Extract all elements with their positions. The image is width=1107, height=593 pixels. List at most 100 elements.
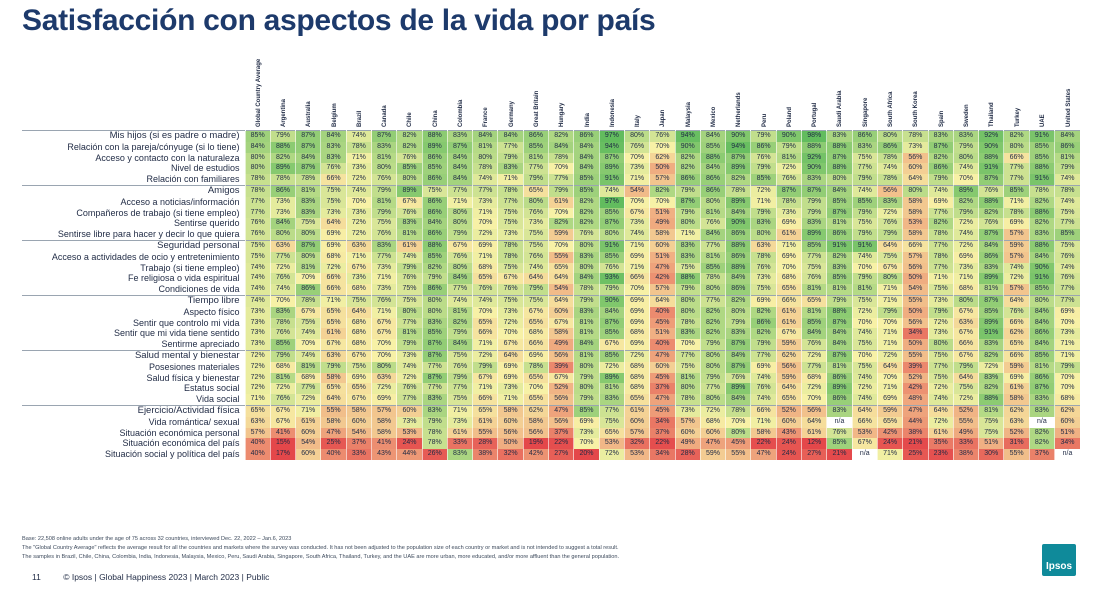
heatmap-cell: 90%: [598, 294, 625, 307]
heatmap-cell: 64%: [649, 294, 676, 307]
heatmap-cell: 84%: [269, 218, 296, 230]
heatmap-cell: 73%: [952, 262, 979, 274]
heatmap-row: Compañeros de trabajo (si tiene empleo) 7…: [22, 207, 1080, 219]
heatmap-cell: 65%: [623, 394, 650, 406]
heatmap-cell: 84%: [446, 339, 473, 351]
heatmap-cell: 76%: [699, 218, 726, 230]
heatmap-cell: 80%: [699, 196, 726, 208]
row-label: Vida social: [196, 394, 240, 405]
heatmap-cell: 83%: [446, 449, 473, 460]
heatmap-cell: 83%: [295, 196, 321, 208]
heatmap-cell: 77%: [548, 174, 574, 186]
footer-text: © Ipsos | Global Happiness 2023 | March …: [63, 572, 270, 582]
heatmap-cell: 67%: [269, 404, 296, 417]
heatmap-cell: 83%: [421, 317, 448, 329]
heatmap-cell: 49%: [548, 339, 574, 351]
heatmap-cell: 73%: [623, 218, 650, 230]
heatmap-cell: 83%: [295, 207, 321, 219]
heatmap-cell: 61%: [623, 404, 650, 417]
heatmap-cell: 84%: [699, 163, 726, 175]
heatmap-cell: 74%: [851, 372, 878, 384]
column-header-label: Belgium: [331, 103, 338, 127]
heatmap-cell: 90%: [725, 218, 751, 230]
heatmap-cell: 88%: [674, 273, 701, 285]
heatmap-row: Situación económica personal 57% 41% 60% 47%…: [22, 427, 1080, 439]
heatmap-cell: 64%: [775, 383, 802, 395]
heatmap-cell: 81%: [978, 404, 1004, 417]
heatmap-cell: 81%: [370, 152, 397, 164]
heatmap-cell: 43%: [775, 427, 802, 439]
heatmap-cell: 70%: [851, 262, 878, 274]
column-header-label: Portugal: [812, 102, 819, 127]
heatmap-cell: 58%: [370, 416, 397, 428]
heatmap-cell: 52%: [1003, 427, 1030, 439]
column-header-label: Saudi Arabia: [837, 90, 844, 127]
heatmap-cell: 73%: [345, 273, 372, 285]
heatmap-cell: 85%: [1003, 184, 1030, 197]
heatmap-cell: 83%: [978, 339, 1004, 351]
heatmap-cell: 75%: [952, 383, 979, 395]
heatmap-cell: 83%: [674, 328, 701, 340]
heatmap-cell: 78%: [674, 394, 701, 406]
row-label: Condiciones de vida: [158, 284, 240, 295]
heatmap-cell: 45%: [649, 317, 676, 329]
heatmap-cell: 79%: [396, 339, 423, 351]
heatmap-cell: 80%: [952, 294, 979, 307]
heatmap-cell: 85%: [826, 273, 853, 285]
heatmap-cell: 86%: [725, 251, 751, 263]
row-label: Sentirse querido: [173, 218, 240, 229]
heatmap-cell: 72%: [472, 229, 498, 241]
heatmap-cell: 72%: [801, 383, 827, 395]
heatmap-cell: 88%: [1028, 163, 1055, 175]
heatmap-row: Amigos 78% 86% 81% 75% 74% 79% 89% 75% 77% 77% 78% 6…: [22, 184, 1080, 197]
heatmap-cell: 63%: [269, 239, 296, 252]
heatmap-cell: 63%: [244, 416, 271, 428]
heatmap-cell: 76%: [1054, 251, 1080, 263]
heatmap-cell: 74%: [927, 394, 954, 406]
heatmap-row: Sentir que mi vida tiene sentido 73% 76% 74…: [22, 328, 1080, 340]
heatmap-cell: 75%: [421, 184, 448, 197]
heatmap-cell: 90%: [775, 129, 802, 142]
heatmap-cell: 83%: [978, 262, 1004, 274]
heatmap-cell: 73%: [396, 416, 423, 428]
column-header-label: Great Britain: [533, 90, 540, 127]
heatmap-cell: 41%: [269, 427, 296, 439]
heatmap-cell: 78%: [1003, 207, 1030, 219]
heatmap-cell: 94%: [725, 141, 751, 153]
heatmap-cell: 82%: [927, 152, 954, 164]
heatmap-cell: 94%: [674, 129, 701, 142]
heatmap-cell: 61%: [320, 328, 347, 340]
heatmap-cell: 86%: [750, 317, 777, 329]
heatmap-cell: 84%: [725, 207, 751, 219]
column-header-label: India: [584, 112, 591, 127]
heatmap-cell: 86%: [421, 174, 448, 186]
heatmap-cell: 80%: [674, 218, 701, 230]
heatmap-cell: 55%: [320, 404, 347, 417]
heatmap-cell: 39%: [902, 361, 929, 373]
heatmap-cell: 78%: [522, 361, 549, 373]
heatmap-cell: 57%: [244, 427, 271, 439]
heatmap-cell: 80%: [674, 294, 701, 307]
heatmap-cell: 28%: [674, 449, 701, 460]
heatmap-cell: 86%: [1028, 328, 1055, 340]
heatmap-cell: 84%: [826, 328, 853, 340]
heatmap-cell: 53%: [598, 438, 625, 450]
heatmap-cell: 24%: [775, 438, 802, 450]
heatmap-cell: 56%: [801, 404, 827, 417]
heatmap-cell: 54%: [548, 284, 574, 296]
heatmap-cell: 79%: [750, 207, 777, 219]
heatmap-row: Aspecto físico 73% 83% 67% 65% 64% 71% 80% 80% 81…: [22, 306, 1080, 318]
column-header-label: South Africa: [888, 91, 895, 127]
heatmap-cell: 70%: [649, 196, 676, 208]
heatmap-cell: 73%: [497, 383, 524, 395]
heatmap-cell: 85%: [750, 174, 777, 186]
heatmap-cell: 52%: [952, 404, 979, 417]
heatmap-cell: 91%: [978, 163, 1004, 175]
column-header-label: France: [483, 107, 490, 127]
heatmap-cell: 84%: [725, 394, 751, 406]
heatmap-cell: 73%: [269, 196, 296, 208]
heatmap-cell: 84%: [573, 163, 600, 175]
heatmap-cell: 86%: [421, 229, 448, 241]
heatmap-cell: 87%: [826, 317, 853, 329]
heatmap-cell: 56%: [548, 349, 574, 362]
